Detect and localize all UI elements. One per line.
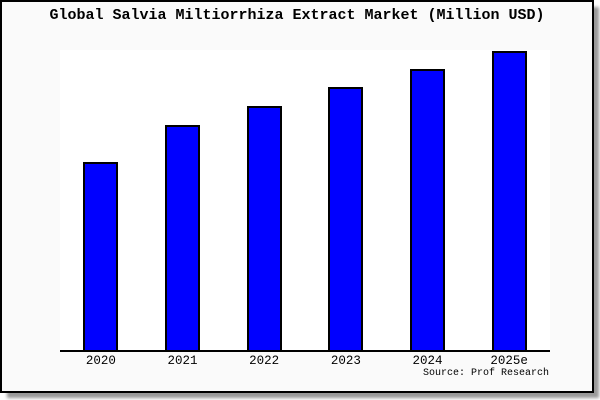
x-tick-label-2024: 2024 — [412, 354, 443, 368]
chart-title: Global Salvia Miltiorrhiza Extract Marke… — [49, 7, 545, 24]
bar-2023 — [328, 87, 364, 350]
x-tick-label-2025e: 2025e — [490, 354, 528, 368]
bar-2022 — [246, 106, 282, 350]
bar-2025e — [491, 51, 527, 350]
bar-2020 — [83, 162, 119, 350]
bar-2021 — [165, 125, 200, 350]
chart-figure: Global Salvia Miltiorrhiza Extract Marke… — [0, 0, 594, 393]
plot-area — [60, 50, 550, 352]
source-credit: Source: Prof Research — [422, 368, 549, 379]
x-axis-labels: 2020 2021 2022 2023 2024 2025e — [60, 355, 550, 371]
x-tick-label-2023: 2023 — [330, 354, 361, 368]
bar-2024 — [410, 69, 445, 350]
x-tick-label-2020: 2020 — [85, 354, 116, 368]
x-tick-label-2021: 2021 — [167, 354, 198, 368]
x-tick-label-2022: 2022 — [249, 354, 280, 368]
